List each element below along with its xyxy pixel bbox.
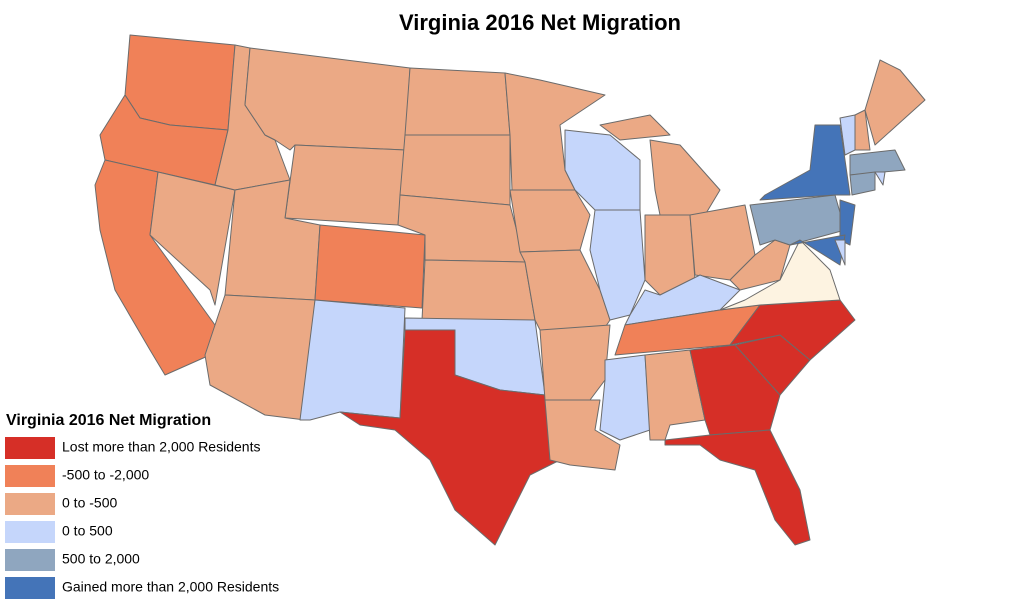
state <box>509 189 591 253</box>
legend-title: Virginia 2016 Net Migration <box>6 412 211 429</box>
state <box>314 224 426 309</box>
legend-swatch <box>5 521 55 543</box>
state <box>284 144 406 226</box>
state <box>849 171 876 196</box>
legend-swatch <box>5 577 55 599</box>
legend-swatch <box>5 437 55 459</box>
state <box>244 47 411 151</box>
state <box>339 329 561 546</box>
state <box>759 124 851 201</box>
state <box>399 134 511 206</box>
legend-label: Gained more than 2,000 Residents <box>62 579 279 595</box>
state <box>599 114 671 141</box>
state <box>421 259 536 321</box>
legend-label: 0 to 500 <box>62 523 113 539</box>
state <box>874 171 886 186</box>
legend-swatch <box>5 549 55 571</box>
states <box>94 34 926 546</box>
state <box>204 294 316 421</box>
state <box>299 299 406 421</box>
legend: Lost more than 2,000 Residents -500 to -2… <box>5 437 279 599</box>
legend-label: -500 to -2,000 <box>62 467 149 483</box>
state <box>854 109 871 151</box>
state <box>719 239 841 311</box>
state <box>404 67 511 136</box>
state <box>864 59 926 146</box>
state <box>834 239 846 266</box>
legend-label: 0 to -500 <box>62 495 117 511</box>
legend-label: 500 to 2,000 <box>62 551 140 567</box>
state <box>849 149 906 176</box>
legend-label: Lost more than 2,000 Residents <box>62 439 260 455</box>
legend-swatch <box>5 493 55 515</box>
state <box>539 324 611 401</box>
state <box>649 139 721 216</box>
state <box>789 234 846 266</box>
state <box>599 354 651 441</box>
map-title: Virginia 2016 Net Migration <box>399 10 681 35</box>
state <box>839 199 856 246</box>
state <box>664 429 811 546</box>
state <box>124 34 236 131</box>
state <box>589 209 646 321</box>
legend-swatch <box>5 465 55 487</box>
state <box>544 399 621 471</box>
